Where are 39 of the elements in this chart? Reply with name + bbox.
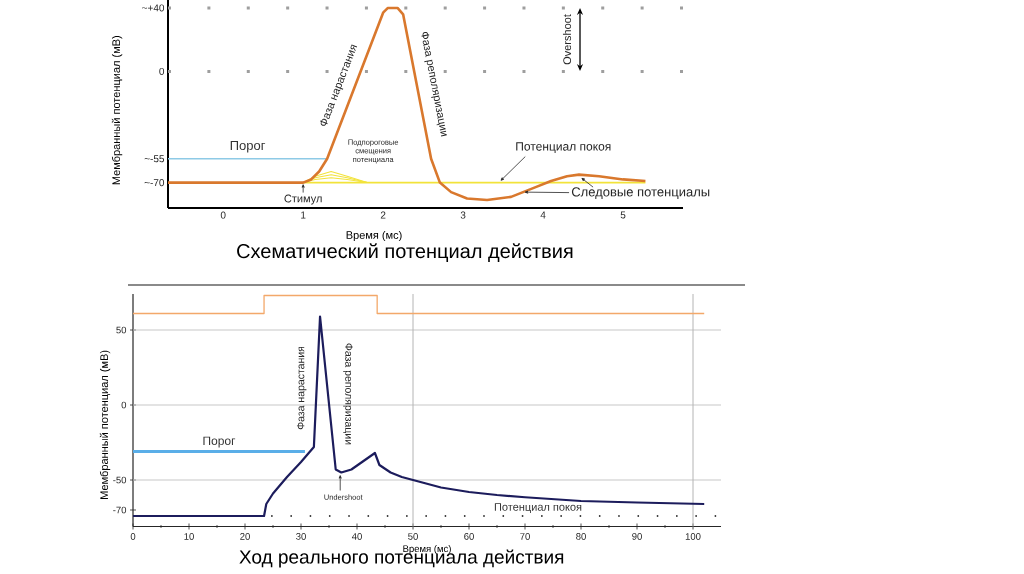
y-axis-title: Мембранный потенциал (мВ) — [111, 36, 123, 185]
x-tick-label: 90 — [632, 533, 642, 540]
x-tick-label: 2 — [380, 211, 386, 219]
annotation: Фаза нарастания — [296, 346, 307, 430]
x-tick-label: 0 — [130, 533, 136, 540]
x-tick-label: 60 — [464, 533, 474, 540]
x-tick-label: 5 — [620, 211, 626, 219]
y-tick-label: -50 — [113, 476, 127, 484]
x-tick-label: 70 — [520, 533, 530, 540]
text: Схематический потенциал действия — [237, 243, 573, 262]
x-tick-label: 80 — [576, 533, 586, 540]
x-tick-label: 20 — [240, 533, 250, 540]
y-tick-label: ~-55 — [144, 155, 165, 163]
y-tick-label: 50 — [116, 326, 127, 334]
y-tick-label: ~+40 — [142, 4, 165, 12]
annotation: Overshoot — [562, 14, 572, 65]
y-tick-label: 0 — [121, 401, 127, 409]
y-axis-title: Мембранный потенциал (мВ) — [99, 350, 111, 499]
x-tick-label: 10 — [184, 533, 194, 540]
series-label: Порог — [203, 436, 236, 448]
x-axis-title: Время (мс) — [403, 545, 451, 554]
annotation: Следовые потенциалы — [571, 187, 710, 199]
x-tick-label: 30 — [296, 533, 306, 540]
annotation: Потенциал покоя — [516, 142, 611, 153]
x-axis-title: Время (мс) — [346, 230, 402, 242]
x-tick-label: 1 — [301, 211, 306, 219]
x-tick-label: 3 — [460, 211, 466, 219]
x-tick-label: 50 — [408, 533, 418, 540]
series-label: Потенциал покоя — [494, 503, 582, 513]
y-tick-label: ~-70 — [144, 179, 165, 187]
annotation: Стимул — [284, 194, 322, 205]
annotation: Фаза реполяризации — [343, 343, 353, 445]
series-label: Порог — [230, 140, 266, 153]
y-tick-label: -70 — [113, 506, 127, 514]
x-tick-label: 100 — [685, 533, 701, 540]
x-tick-label: 0 — [220, 211, 226, 219]
x-tick-label: 40 — [351, 533, 362, 540]
x-tick-label: 4 — [540, 211, 546, 219]
y-tick-label: 0 — [159, 67, 165, 75]
